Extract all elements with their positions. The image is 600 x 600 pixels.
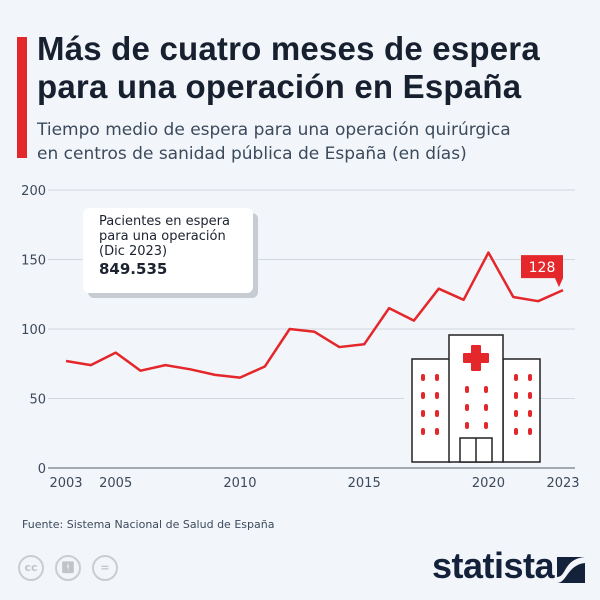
series-line	[65, 251, 564, 379]
last-value-text: 128	[529, 260, 556, 276]
window-icon	[421, 428, 425, 435]
y-tick-label: 50	[29, 393, 46, 408]
x-tick-label: 2005	[99, 476, 132, 491]
window-icon	[421, 410, 425, 417]
y-tick-label: 150	[21, 254, 46, 269]
window-icon	[514, 392, 518, 399]
window-icon	[484, 422, 488, 429]
subtitle-line-2: en centros de sanidad pública de España …	[37, 144, 467, 164]
window-icon	[514, 374, 518, 381]
last-value-label: 128	[521, 255, 563, 288]
x-tick-label: 2010	[223, 476, 256, 491]
x-tick-label: 2023	[546, 476, 579, 491]
window-icon	[528, 428, 532, 435]
callout-value: 849.535	[99, 260, 168, 278]
y-tick-label: 200	[21, 184, 46, 199]
subtitle: Tiempo medio de espera para una operació…	[37, 118, 597, 166]
x-tick-label: 2020	[472, 476, 505, 491]
window-icon	[514, 428, 518, 435]
callout-line-2: para una operación	[99, 229, 226, 244]
window-icon	[421, 374, 425, 381]
window-icon	[528, 392, 532, 399]
title-line-2: para una operación en España	[37, 68, 522, 105]
title-line-1: Más de cuatro meses de espera	[37, 30, 540, 67]
window-icon	[435, 374, 439, 381]
window-icon	[421, 392, 425, 399]
cc-icon[interactable]: cc	[18, 555, 44, 581]
window-icon	[435, 428, 439, 435]
window-icon	[484, 386, 488, 393]
window-icon	[528, 410, 532, 417]
window-icon	[435, 410, 439, 417]
window-icon	[484, 404, 488, 411]
callout-line-1: Pacientes en espera	[99, 214, 230, 229]
window-icon	[435, 392, 439, 399]
window-icon	[465, 386, 469, 393]
page-title: Más de cuatro meses de espera para una o…	[37, 30, 597, 106]
y-tick-label: 100	[21, 323, 46, 338]
window-icon	[514, 410, 518, 417]
x-tick-label: 2015	[348, 476, 381, 491]
callout-line-3: (Dic 2023)	[99, 244, 168, 259]
waiting-patients-callout: Pacientes en espera para una operación (…	[83, 208, 253, 293]
window-icon	[465, 404, 469, 411]
statista-logo-mark-icon	[557, 557, 585, 583]
window-icon	[528, 374, 532, 381]
x-tick-label: 2003	[49, 476, 82, 491]
hospital-icon	[404, 334, 541, 463]
window-icon	[465, 422, 469, 429]
y-tick-label: 0	[38, 462, 46, 477]
attribution-icon[interactable]: 🚹︎	[55, 555, 81, 581]
statista-logo[interactable]: statista	[432, 545, 555, 586]
no-derivatives-icon[interactable]: =	[92, 555, 118, 581]
title-accent-bar	[17, 37, 27, 158]
source-note: Fuente: Sistema Nacional de Salud de Esp…	[22, 518, 275, 531]
subtitle-line-1: Tiempo medio de espera para una operació…	[37, 120, 511, 140]
